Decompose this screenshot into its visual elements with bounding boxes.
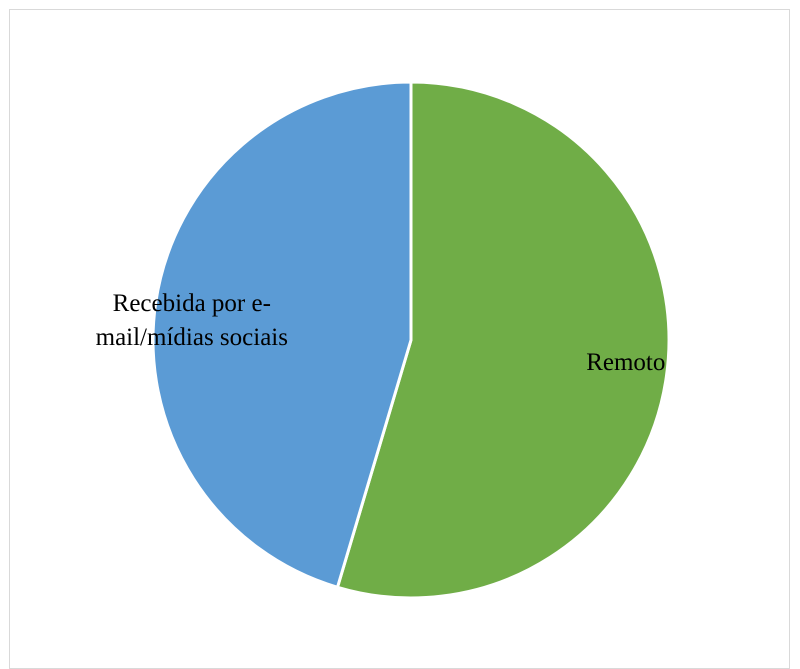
pie-slices [151, 80, 671, 600]
pie-labels: Remoto Recebida por e-mail/mídias sociais [96, 290, 666, 376]
pie-slice-2 [151, 80, 413, 589]
pie-slice-1 [335, 80, 671, 600]
pie-slice-label-2: Recebida por e-mail/mídias sociais [96, 290, 288, 351]
pie-slice-label-1: Remoto [586, 349, 665, 376]
